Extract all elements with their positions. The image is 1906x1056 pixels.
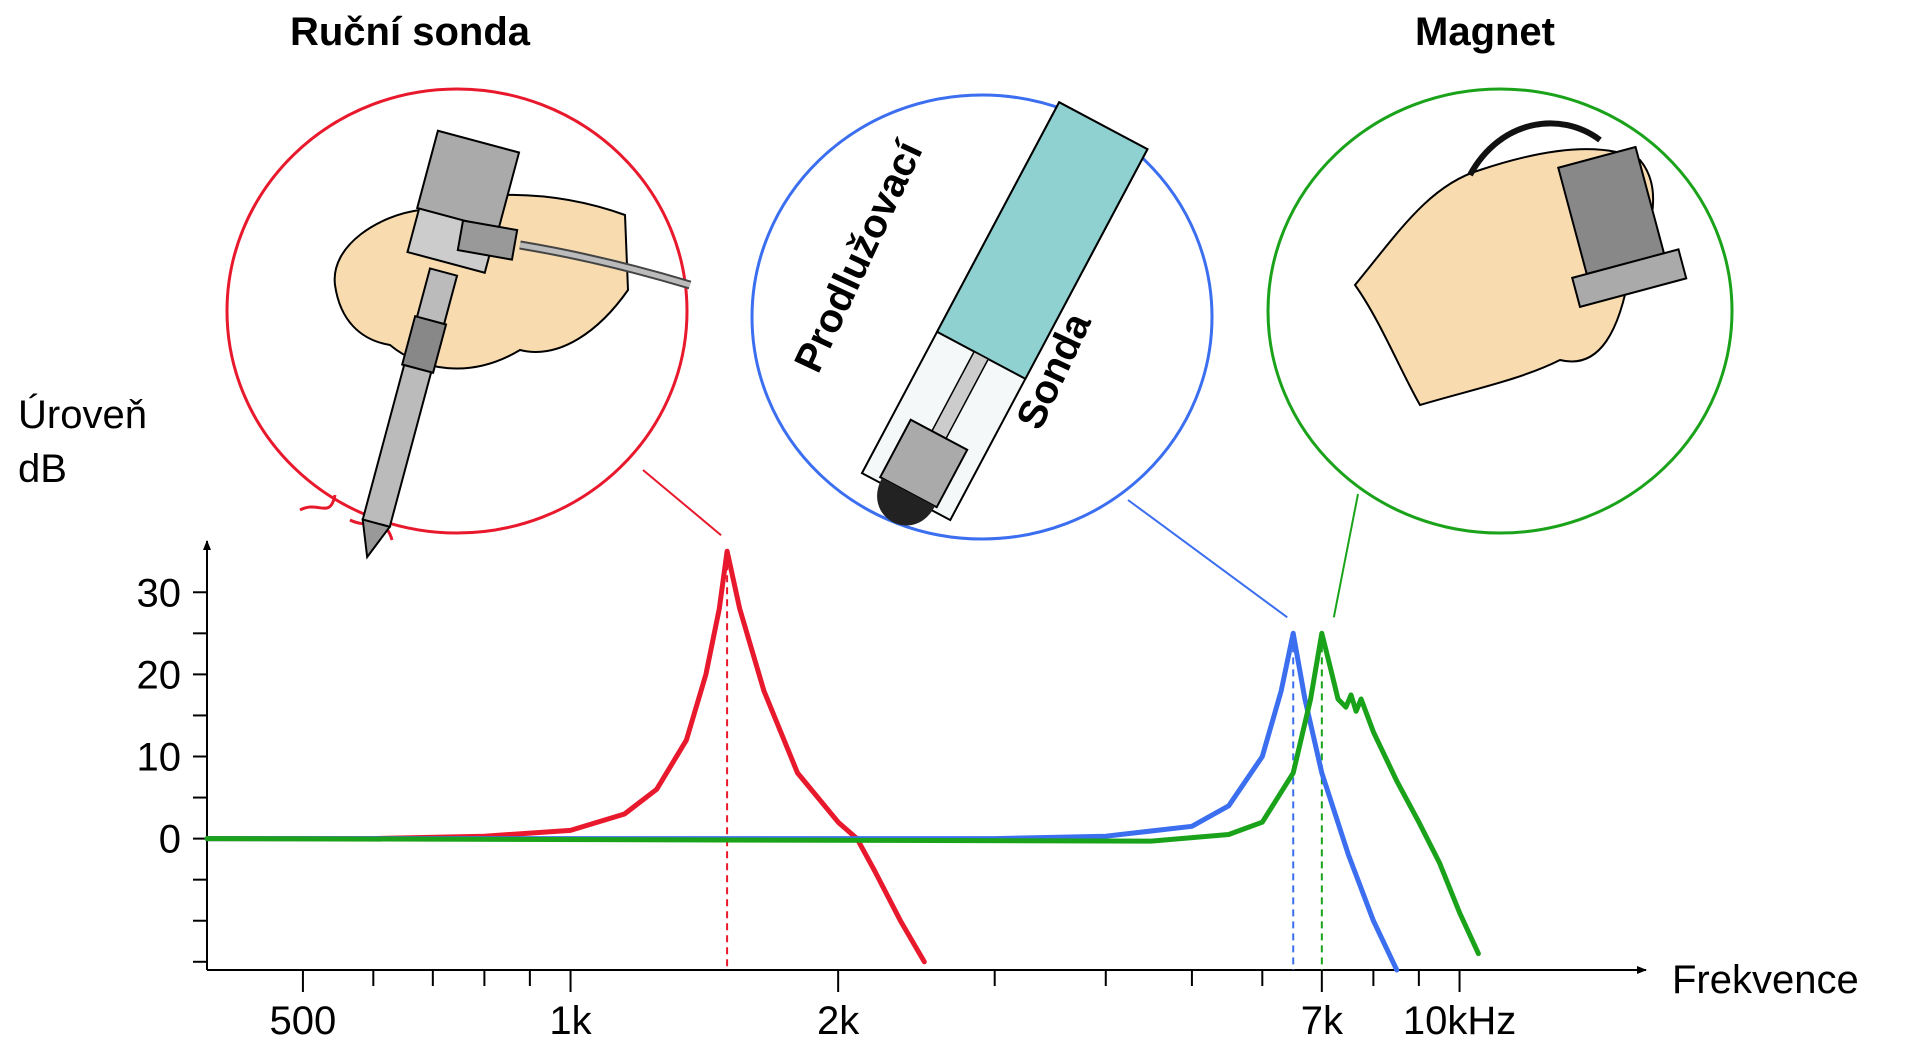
x-tick-label: 1k xyxy=(549,999,592,1043)
x-tick-label: 500 xyxy=(270,999,337,1043)
y-tick-label: 0 xyxy=(159,818,181,862)
magnet-illustration xyxy=(1268,89,1732,533)
connector xyxy=(643,470,721,535)
x-axis-label: Frekvence xyxy=(1672,958,1859,1002)
x-tick-label: 2k xyxy=(817,999,860,1043)
series-line xyxy=(207,551,924,962)
series-line xyxy=(207,633,1478,953)
series-line xyxy=(207,633,1397,970)
y-tick-label: 30 xyxy=(137,571,182,615)
y-tick-label: 10 xyxy=(137,736,182,780)
chart: Ruční sonda Magnet Úroveň dB Frekvence P… xyxy=(0,0,1906,1051)
x-tick-label: 10kHz xyxy=(1403,999,1516,1043)
connector xyxy=(1334,494,1358,617)
series-title: Magnet xyxy=(1415,10,1555,54)
y-tick-label: 20 xyxy=(137,653,182,697)
connector xyxy=(1128,500,1287,617)
probe-illustration xyxy=(227,89,690,568)
series-title: Ruční sonda xyxy=(290,10,531,54)
page: Ruční sonda Magnet Úroveň dB Frekvence P… xyxy=(0,0,1906,1056)
y-axis-label: Úroveň xyxy=(18,392,147,437)
y-axis-label: dB xyxy=(18,447,67,491)
x-tick-label: 7k xyxy=(1301,999,1344,1043)
